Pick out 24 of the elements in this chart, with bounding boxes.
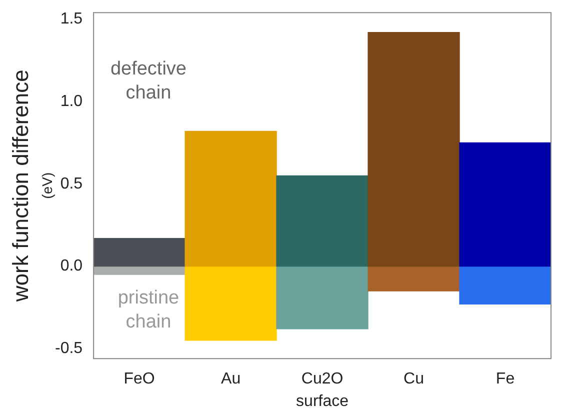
- series-label: defective chain: [110, 58, 186, 104]
- bar: [368, 32, 460, 267]
- x-tick-label: Fe: [496, 370, 515, 388]
- bar: [459, 142, 551, 267]
- y-tick-label: 0.5: [60, 175, 83, 192]
- x-tick-label: Au: [221, 370, 241, 388]
- y-axis-title: work function difference (eV): [8, 70, 55, 303]
- x-tick-label: Cu: [404, 370, 424, 388]
- x-tick-label: Cu2O: [301, 370, 344, 388]
- bar: [94, 266, 186, 275]
- y-tick-label: 1.5: [60, 10, 83, 28]
- bar: [184, 130, 277, 267]
- bar: [459, 266, 551, 305]
- x-axis-title: surface: [296, 392, 349, 410]
- y-tick-label: -0.5: [54, 340, 83, 358]
- bar: [368, 266, 460, 292]
- bar: [184, 266, 277, 341]
- series-label: pristine chain: [118, 288, 180, 333]
- bar: [276, 175, 368, 267]
- x-tick-label: FeO: [124, 370, 155, 388]
- bar: [276, 266, 368, 330]
- y-tick-label: 0.0: [60, 258, 83, 275]
- y-tick-label: 1.0: [60, 92, 83, 110]
- bar: [94, 238, 186, 267]
